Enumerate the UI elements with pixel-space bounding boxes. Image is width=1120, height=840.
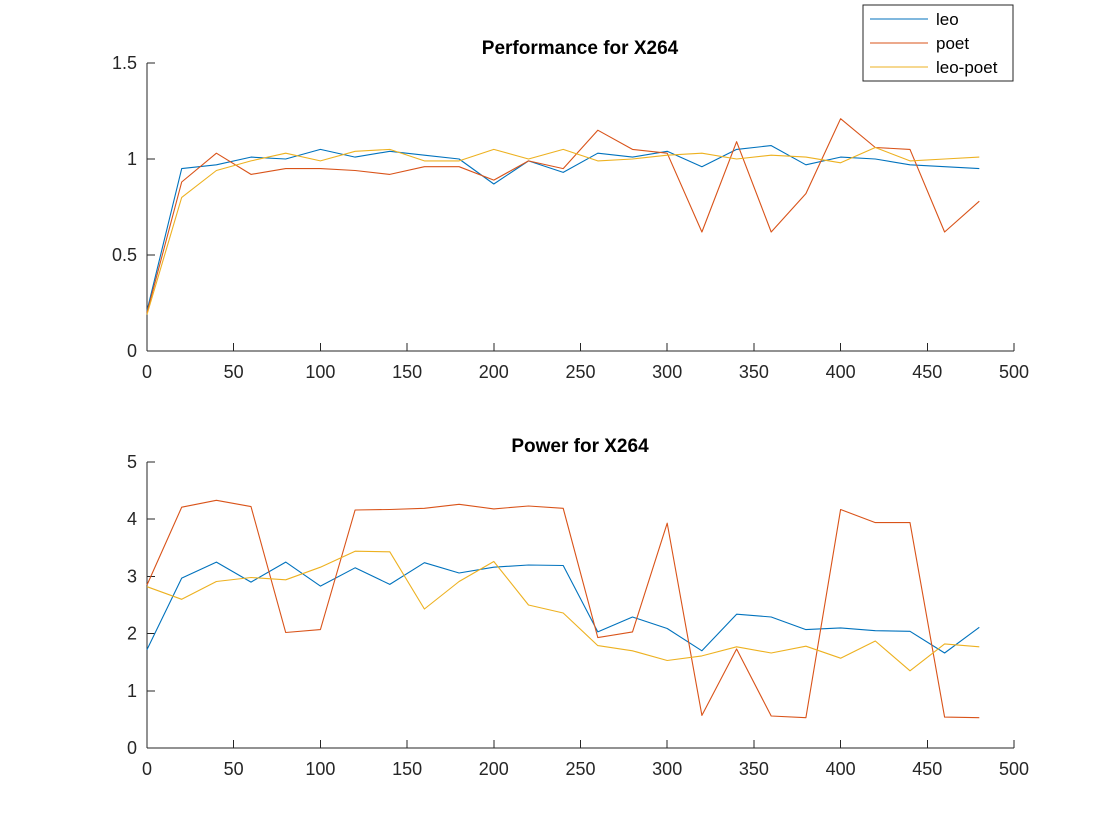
y-tick-label: 1 xyxy=(127,681,137,701)
y-tick-label: 5 xyxy=(127,452,137,472)
y-tick-label: 1.5 xyxy=(112,53,137,73)
y-tick-label: 2 xyxy=(127,624,137,644)
y-tick-label: 3 xyxy=(127,566,137,586)
x-tick-label: 300 xyxy=(652,759,682,779)
legend: leo poet leo-poet xyxy=(862,4,1014,82)
x-tick-label: 450 xyxy=(912,362,942,382)
power-chart: Power for X264 0 50 100 150 200 250 300 350 400 4… xyxy=(127,436,1029,779)
series-line-poet xyxy=(146,499,980,719)
x-tick-label: 250 xyxy=(565,362,595,382)
y-tick-label: 0 xyxy=(127,341,137,361)
series-line-leo xyxy=(146,561,980,654)
x-tick-label: 500 xyxy=(999,362,1029,382)
x-tick-label: 0 xyxy=(142,759,152,779)
series-line-leo xyxy=(146,145,980,311)
series-line-leo-poet xyxy=(146,550,980,672)
x-tick-label: 400 xyxy=(826,362,856,382)
y-tick-label: 0 xyxy=(127,738,137,758)
x-tick-label: 250 xyxy=(565,759,595,779)
x-tick-label: 100 xyxy=(305,759,335,779)
series-line-poet xyxy=(146,118,980,313)
x-tick-label: 350 xyxy=(739,362,769,382)
chart-title: Power for X264 xyxy=(511,436,649,457)
x-tick-label: 150 xyxy=(392,362,422,382)
x-tick-label: 200 xyxy=(479,759,509,779)
y-tick-label: 1 xyxy=(127,149,137,169)
x-tick-label: 0 xyxy=(142,362,152,382)
legend-label-leo-poet: leo-poet xyxy=(936,58,998,77)
x-tick-label: 450 xyxy=(912,759,942,779)
x-tick-label: 400 xyxy=(826,759,856,779)
x-tick-label: 50 xyxy=(224,362,244,382)
series-line-leo-poet xyxy=(146,146,980,315)
x-tick-label: 50 xyxy=(224,759,244,779)
x-tick-label: 300 xyxy=(652,362,682,382)
performance-chart: Performance for X264 0 50 100 150 200 250 300 3… xyxy=(112,38,1029,382)
chart-title: Performance for X264 xyxy=(482,38,679,59)
y-tick-label: 0.5 xyxy=(112,245,137,265)
y-tick-label: 4 xyxy=(127,509,137,529)
x-tick-label: 150 xyxy=(392,759,422,779)
x-tick-label: 100 xyxy=(305,362,335,382)
legend-label-leo: leo xyxy=(936,10,959,29)
x-tick-label: 200 xyxy=(479,362,509,382)
x-tick-label: 500 xyxy=(999,759,1029,779)
legend-label-poet: poet xyxy=(936,34,969,53)
x-tick-label: 350 xyxy=(739,759,769,779)
